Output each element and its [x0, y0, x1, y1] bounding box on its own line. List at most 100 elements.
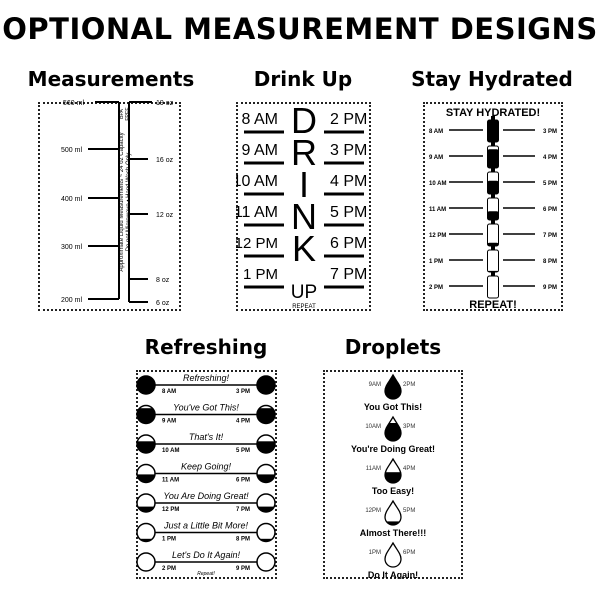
- oz-label: 8 oz: [156, 277, 170, 284]
- oz-label: 16 oz: [156, 157, 174, 164]
- repeat-footer: Repeat!: [197, 571, 215, 577]
- right-time: 9 PM: [236, 566, 250, 572]
- level-fill: [257, 538, 275, 542]
- left-time: 1 PM: [429, 259, 443, 265]
- left-time: 10AM: [365, 424, 381, 430]
- level-fill: [137, 408, 155, 424]
- left-time: 10 AM: [162, 448, 179, 454]
- right-time: 5 PM: [330, 204, 367, 221]
- right-time: 3 PM: [330, 142, 367, 159]
- left-time: 12 PM: [429, 233, 446, 239]
- level-fill: [137, 538, 155, 542]
- left-time: 9 AM: [242, 142, 278, 159]
- drink-letter: I: [299, 164, 309, 205]
- message-text: You Are Doing Great!: [163, 491, 249, 501]
- bottle-cap: [491, 272, 495, 276]
- oz-label: 6 oz: [156, 300, 170, 307]
- droplet-fill: [385, 472, 401, 483]
- bottle-fill: [487, 180, 499, 194]
- oz-label: 12 oz: [156, 212, 174, 219]
- message-text: You're Doing Great!: [351, 444, 435, 454]
- left-time: 11 AM: [236, 204, 278, 221]
- ml-label: 560 ml: [63, 100, 84, 107]
- right-time: 5 PM: [236, 448, 250, 454]
- droplet-icon: [384, 541, 402, 568]
- header-text: STAY HYDRATED!: [446, 107, 540, 119]
- bottle-fill: [487, 270, 499, 272]
- drink-up-design: 8 AM 9 AM 10 AM 11 AM 12 PM 1 PM 2 PM 3 PM 4 PM 5…: [236, 102, 371, 311]
- ml-label: 500 ml: [61, 147, 82, 154]
- message-text: Do It Again!: [368, 570, 418, 579]
- level-fill: [137, 506, 155, 512]
- right-time: 7 PM: [330, 266, 367, 283]
- left-time: 11 AM: [162, 478, 179, 484]
- bpa-free-badge: BPA FREE: [119, 107, 131, 121]
- right-time: 4 PM: [543, 155, 557, 161]
- bottle-cap: [491, 194, 495, 198]
- right-time: 6 PM: [543, 207, 557, 213]
- badge-line: FREE: [125, 107, 131, 121]
- repeat-footer: REPEAT!: [469, 299, 516, 311]
- right-time: 3 PM: [543, 129, 557, 135]
- right-time: 5PM: [403, 508, 415, 514]
- ml-label: 200 ml: [61, 297, 82, 304]
- level-circle: [256, 522, 276, 543]
- right-time: 8 PM: [543, 259, 557, 265]
- level-fill: [257, 408, 275, 424]
- drink-letter: D: [291, 102, 317, 141]
- drink-letter: R: [291, 132, 317, 173]
- message-text: You've Got This!: [173, 403, 239, 413]
- right-time: 6 PM: [236, 478, 250, 484]
- left-time: 9AM: [369, 382, 381, 388]
- note-line-2: Do not Microwave • Hand Wash Only: [126, 153, 132, 252]
- bottle-cap: [491, 220, 495, 224]
- bottle-cap: [491, 142, 495, 146]
- bottle-icon: [487, 275, 499, 299]
- left-time: 12 PM: [236, 235, 278, 252]
- left-time: 1PM: [369, 550, 381, 556]
- level-fill: [257, 474, 275, 483]
- left-time: 12 PM: [162, 507, 179, 513]
- right-time: 9 PM: [543, 285, 557, 291]
- right-time: 2PM: [403, 382, 415, 388]
- right-time: 7 PM: [236, 507, 250, 513]
- right-time: 7 PM: [543, 233, 557, 239]
- level-fill: [257, 441, 275, 453]
- ml-label: 400 ml: [61, 196, 82, 203]
- measurements-design: 560 ml 500 ml 400 ml 300 ml 200 ml 19 oz 16 oz…: [38, 100, 181, 311]
- level-fill: [137, 376, 155, 394]
- level-fill: [257, 376, 275, 394]
- right-time: 4 PM: [236, 419, 250, 425]
- rotated-note: Approximate Liquid Measurements ~ 24 oz …: [119, 132, 132, 271]
- repeat-footer: REPEAT: [292, 304, 316, 310]
- message-text: Let's Do It Again!: [172, 550, 240, 560]
- right-time: 3 PM: [236, 389, 250, 395]
- bottle-cap: [491, 168, 495, 172]
- droplet-fill: [385, 423, 401, 441]
- left-time: 8 AM: [162, 389, 176, 395]
- left-time: 11 AM: [429, 207, 446, 213]
- left-time: 11AM: [366, 466, 381, 472]
- drink-letter: N: [291, 196, 317, 237]
- level-circle: [136, 522, 156, 543]
- level-fill: [137, 474, 155, 483]
- right-time: 8 PM: [236, 537, 250, 543]
- drink-letter: UP: [291, 282, 317, 303]
- message-text: That's It!: [189, 432, 224, 442]
- right-time: 4 PM: [330, 173, 367, 190]
- level-fill: [257, 506, 275, 512]
- message-text: Just a Little Bit More!: [163, 521, 249, 531]
- message-text: You Got This!: [364, 402, 422, 412]
- level-fill: [137, 441, 155, 453]
- left-time: 8 AM: [429, 129, 443, 135]
- message-text: Refreshing!: [183, 373, 230, 383]
- bottle-fill: [487, 242, 499, 246]
- message-text: Too Easy!: [372, 486, 414, 496]
- bottle-fill: [487, 120, 499, 142]
- oz-label: 19 oz: [156, 100, 174, 107]
- left-time: 8 AM: [242, 111, 278, 128]
- left-time: 1 PM: [243, 266, 278, 283]
- label-stay-hydrated: Stay Hydrated: [411, 67, 573, 91]
- right-time: 3PM: [403, 424, 415, 430]
- note-line-1: Approximate Liquid Measurements ~ 24 oz …: [119, 132, 125, 271]
